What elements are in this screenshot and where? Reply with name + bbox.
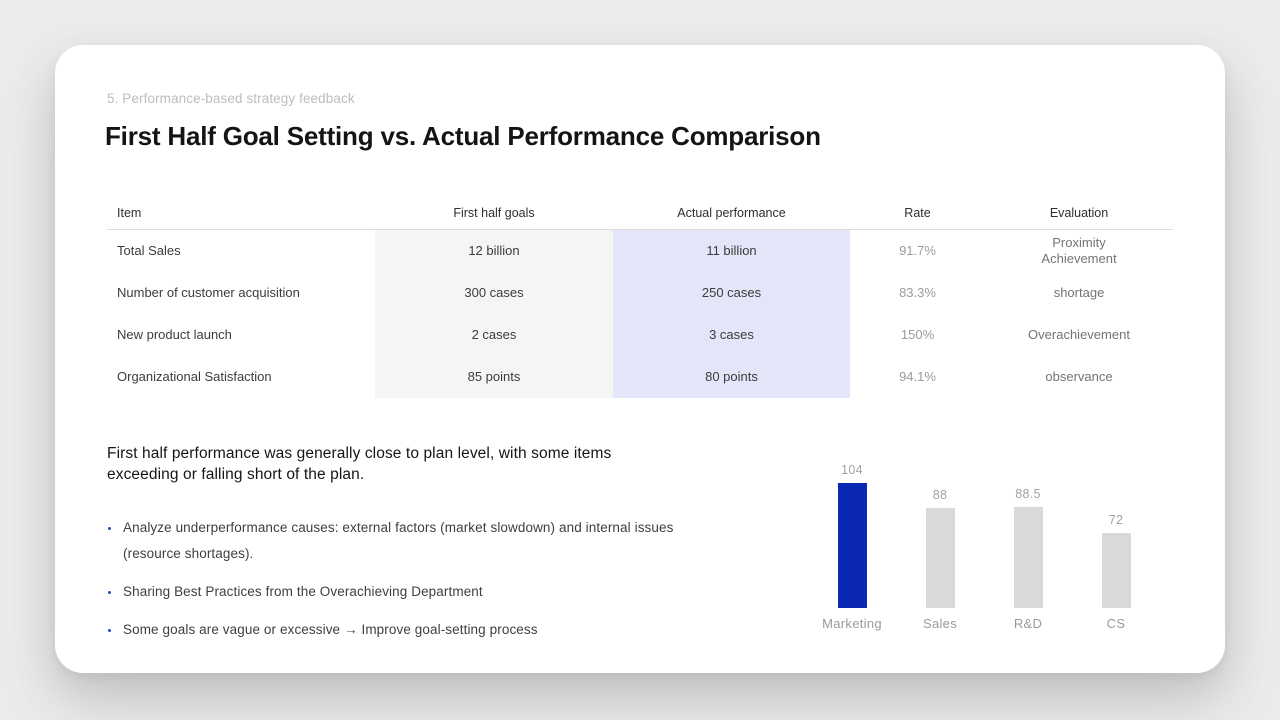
list-item: Analyze underperformance causes: externa… (108, 515, 686, 567)
cell-rate: 91.7% (899, 243, 936, 258)
bullet-text: Sharing Best Practices from the Overachi… (123, 584, 483, 599)
slide-eyebrow: 5. Performance-based strategy feedback (107, 91, 355, 106)
cell-actual: 80 points (613, 356, 850, 398)
bullet-dot-icon (108, 591, 111, 594)
table-row: Organizational Satisfaction 85 points 80… (107, 356, 1173, 398)
bar-value-label: 104 (841, 463, 863, 477)
column-header-goals: First half goals (453, 206, 535, 220)
bar-value-label: 88 (932, 488, 948, 502)
table-header-row: Item First half goals Actual performance… (107, 205, 1173, 230)
bar-category-label: Marketing (822, 616, 882, 631)
bar-category-label: Sales (922, 616, 958, 631)
cell-evaluation: Overachievement (1028, 327, 1130, 342)
list-item: Sharing Best Practices from the Overachi… (108, 579, 686, 605)
bullet-dot-icon (108, 527, 111, 530)
comparison-table: Item First half goals Actual performance… (107, 205, 1173, 398)
page-title: First Half Goal Setting vs. Actual Perfo… (105, 121, 821, 151)
chart-category-labels: Marketing Sales R&D CS (808, 616, 1160, 631)
cell-goal: 85 points (375, 356, 613, 398)
cell-item: Number of customer acquisition (117, 285, 300, 300)
cell-actual: 3 cases (613, 314, 850, 356)
cell-evaluation: Proximity Achievement (1041, 235, 1117, 266)
column-header-evaluation: Evaluation (1049, 206, 1109, 220)
cell-goal: 12 billion (375, 230, 613, 272)
bar-group: 88 (896, 415, 984, 608)
bar-rnd (1013, 507, 1043, 608)
cell-rate: 150% (900, 327, 935, 342)
table-row: New product launch 2 cases 3 cases 150% … (107, 314, 1173, 356)
cell-goal: 2 cases (375, 314, 613, 356)
cell-rate: 83.3% (899, 285, 936, 300)
cell-evaluation: observance (1045, 369, 1113, 384)
list-item: Some goals are vague or excessive → Impr… (108, 617, 686, 643)
bar-value-label: 72 (1108, 513, 1124, 527)
bar-sales (925, 508, 955, 608)
cell-rate: 94.1% (899, 369, 936, 384)
cell-goal: 300 cases (375, 272, 613, 314)
department-bar-chart: 104 88 88.5 72 Marketing Sales (808, 415, 1160, 631)
table-row: Total Sales 12 billion 11 billion 91.7% … (107, 230, 1173, 272)
summary-bullet-list: Analyze underperformance causes: externa… (108, 515, 686, 655)
bar-value-label: 88.5 (1015, 487, 1041, 501)
column-header-item: Item (117, 206, 142, 220)
bar-cs (1101, 533, 1131, 608)
bar-category-label: R&D (1013, 616, 1043, 631)
column-header-actual: Actual performance (677, 206, 786, 220)
cell-evaluation: shortage (1053, 285, 1105, 300)
bullet-dot-icon (108, 629, 111, 632)
slide-card: 5. Performance-based strategy feedback F… (55, 45, 1225, 673)
table-row: Number of customer acquisition 300 cases… (107, 272, 1173, 314)
cell-item: Total Sales (117, 243, 181, 258)
bar-marketing (837, 483, 867, 608)
bar-group: 72 (1072, 415, 1160, 608)
bullet-text: Analyze underperformance causes: externa… (123, 520, 674, 561)
cell-actual: 250 cases (613, 272, 850, 314)
cell-actual: 11 billion (613, 230, 850, 272)
bar-category-label: CS (1106, 616, 1126, 631)
cell-item: Organizational Satisfaction (117, 369, 272, 384)
cell-item: New product launch (117, 327, 232, 342)
bullet-text: Some goals are vague or excessive → Impr… (123, 622, 538, 637)
column-header-rate: Rate (904, 206, 931, 220)
chart-bars-area: 104 88 88.5 72 (808, 415, 1160, 608)
bar-group: 104 (808, 415, 896, 608)
summary-lead: First half performance was generally clo… (107, 445, 612, 483)
bar-group: 88.5 (984, 415, 1072, 608)
